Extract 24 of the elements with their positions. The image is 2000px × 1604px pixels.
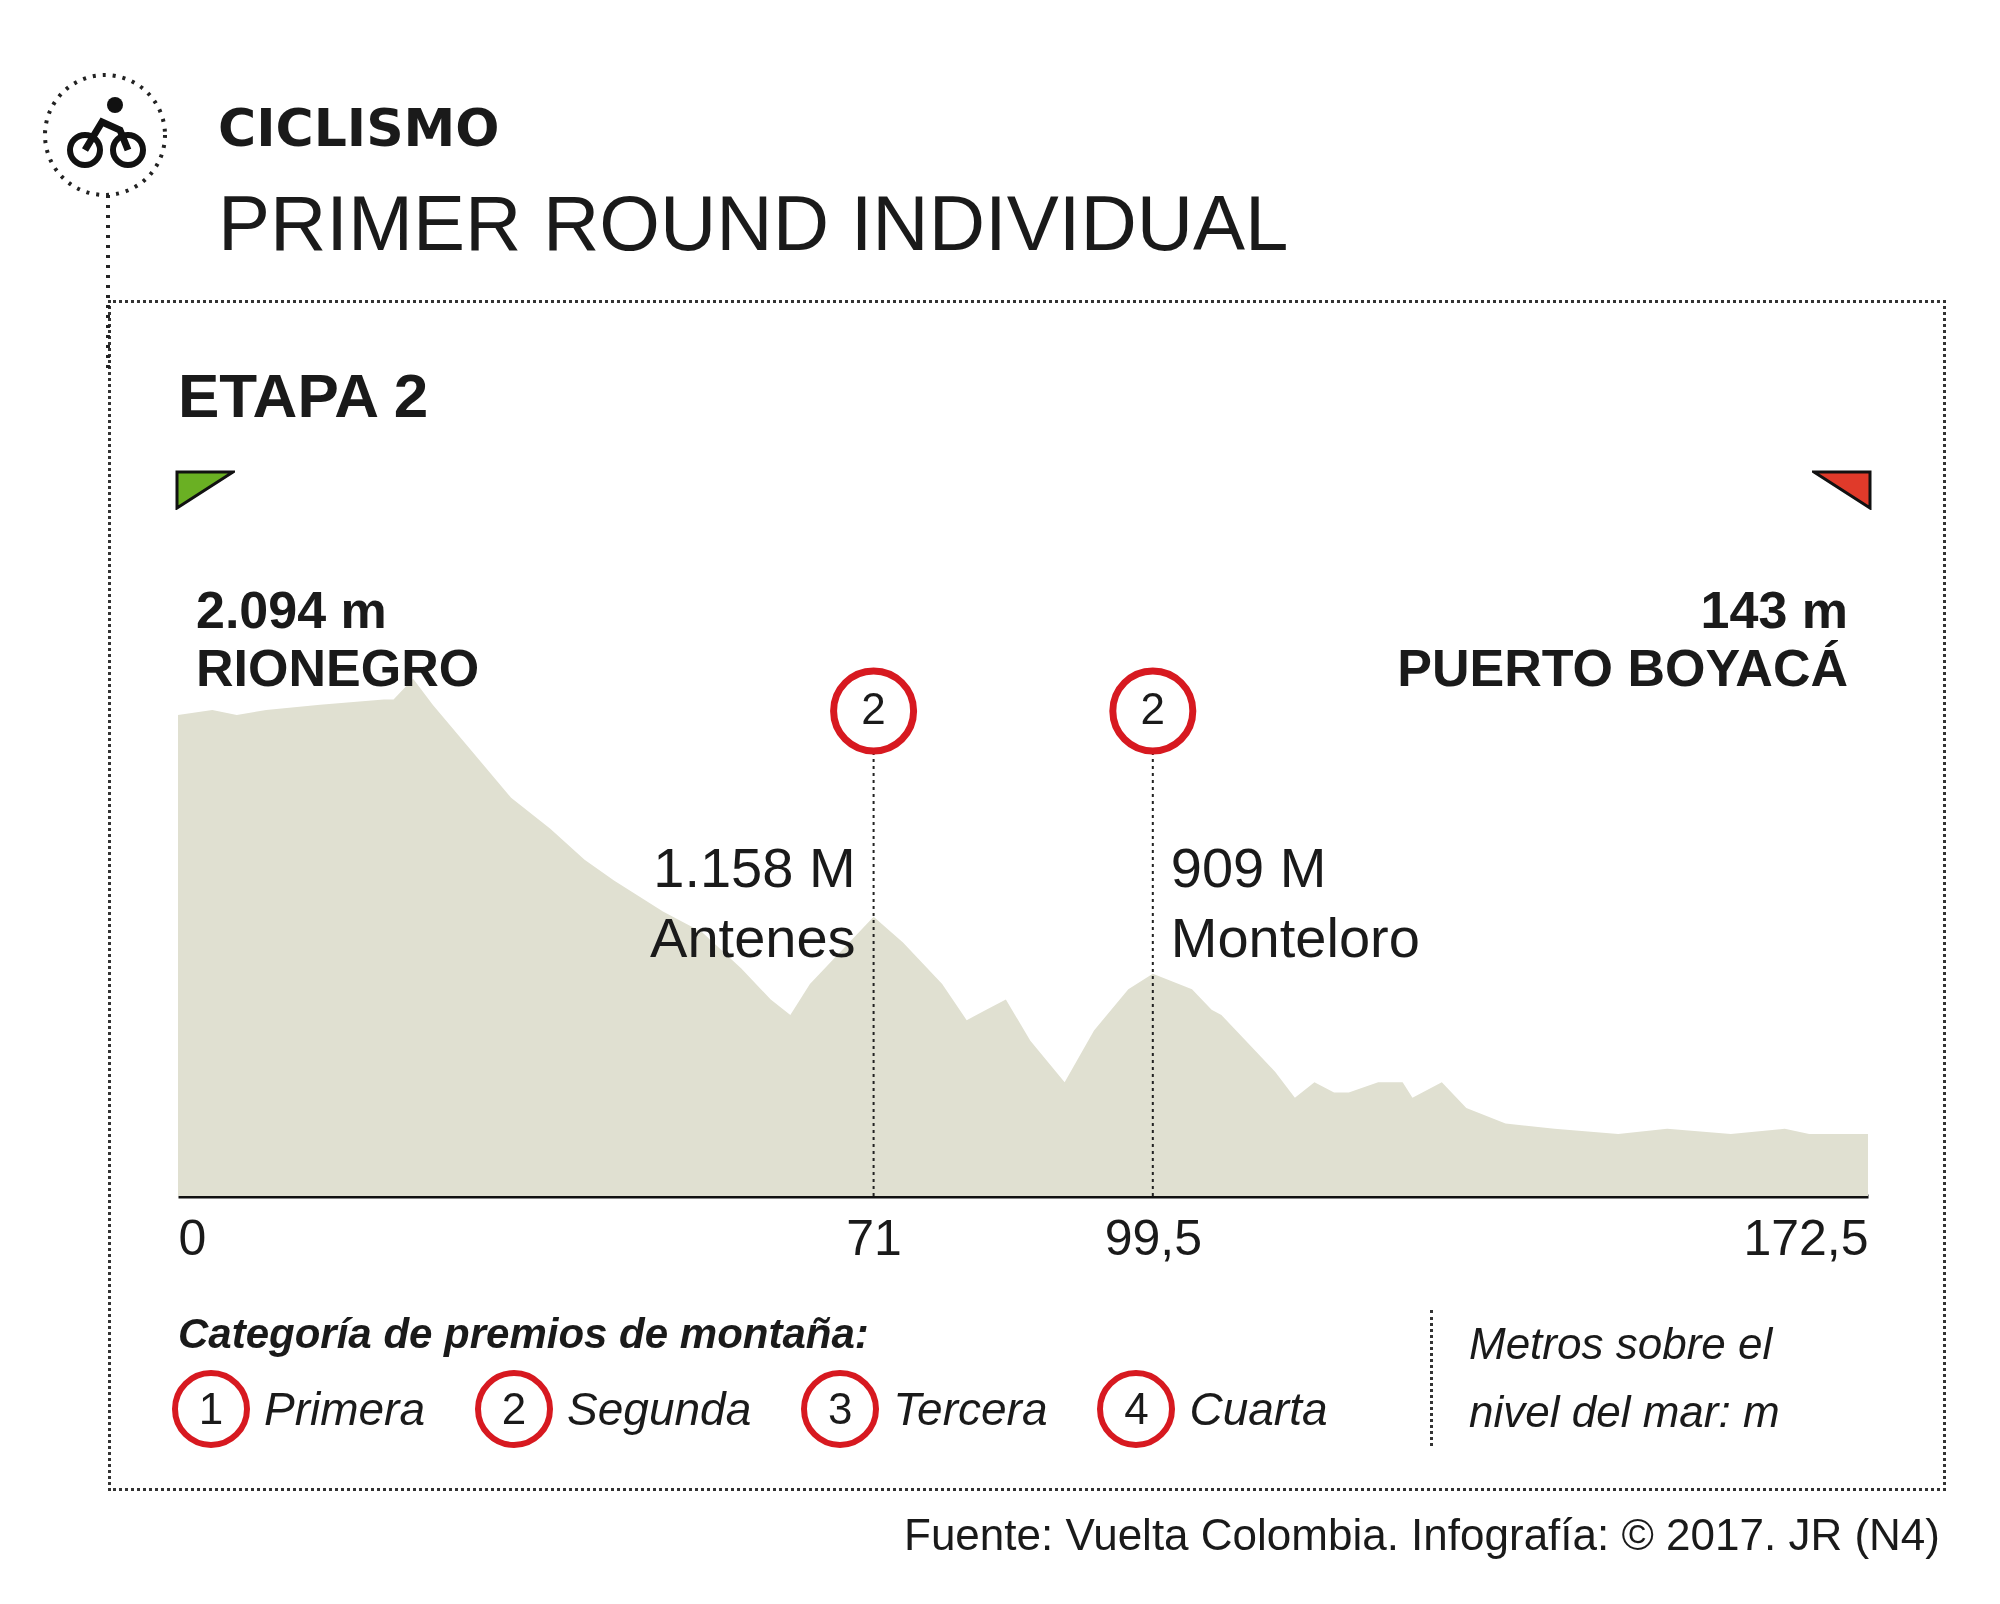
source-note: Fuente: Vuelta Colombia. Infografía: © 2017. JR (N4): [904, 1510, 1940, 1560]
annotation: 909 M Monteloro: [1170, 836, 1420, 970]
text: Tercera: [893, 1382, 1048, 1436]
x-tick-label: 99,5: [1104, 1209, 1202, 1266]
text: Categoría de premios de montaña:: [178, 1310, 869, 1358]
text: 2: [475, 1370, 554, 1448]
annotation: 1.158 M Antenes: [650, 836, 856, 970]
text: Segunda: [567, 1382, 752, 1436]
x-tick-label: 0: [178, 1209, 207, 1266]
annotation: 2.094 m RIONEGRO: [196, 580, 480, 697]
text: Metros sobre el nivel del mar: m: [1430, 1310, 1809, 1446]
annotation: 143 m PUERTO BOYACÁ: [1397, 580, 1848, 697]
annotation: 2: [861, 683, 886, 733]
x-tick-label: 172,5: [1743, 1209, 1869, 1266]
chart-subtitle: PRIMER ROUND INDIVIDUAL: [218, 178, 1289, 269]
text: Cuarta: [1189, 1382, 1328, 1436]
text: Primera: [264, 1382, 426, 1436]
x-tick-label: 71: [846, 1209, 902, 1266]
chart-title: CICLISMO: [218, 98, 500, 158]
text: 1: [172, 1370, 250, 1448]
text: 3: [801, 1370, 880, 1448]
text: 4: [1097, 1370, 1176, 1448]
text: ETAPA 2: [178, 360, 429, 431]
annotation: 2: [1140, 683, 1166, 733]
